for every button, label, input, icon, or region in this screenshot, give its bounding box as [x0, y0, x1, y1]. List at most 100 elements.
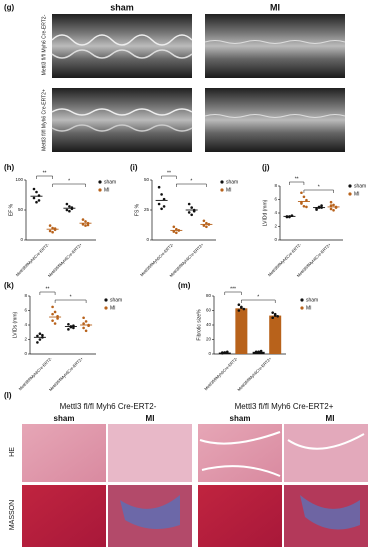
- y-tick-label: 0: [20, 237, 23, 242]
- legend-label: MI: [110, 305, 116, 311]
- data-point: [221, 351, 224, 354]
- row-label: Mettl3 fl/fl Myh6 Cre-ERT2+: [41, 89, 47, 151]
- data-point: [38, 332, 42, 336]
- data-point: [226, 350, 229, 354]
- data-point: [32, 196, 36, 200]
- data-point: [36, 341, 39, 344]
- panel-label: (m): [178, 281, 191, 290]
- data-point: [68, 205, 71, 208]
- data-point: [84, 224, 87, 227]
- data-point: [157, 185, 161, 189]
- panel-label: (l): [4, 391, 12, 400]
- data-point: [53, 227, 57, 230]
- x-tick-label: Mettl3fl/flMyh6Cre-ERT2+: [168, 241, 205, 278]
- y-axis-label: Fibrotic size%: [196, 309, 202, 341]
- panel-label: (k): [4, 281, 14, 290]
- data-point: [48, 224, 52, 227]
- data-point: [81, 223, 85, 226]
- panel-label: (g): [4, 3, 15, 12]
- col-label: MI: [146, 414, 155, 423]
- legend-label: MI: [306, 305, 312, 311]
- data-point: [67, 328, 70, 331]
- y-axis-label: LVIDd (mm): [262, 199, 268, 226]
- data-point: [329, 207, 333, 211]
- data-point: [35, 200, 38, 204]
- data-point: [329, 200, 333, 204]
- y-tick-label: 2: [274, 224, 277, 229]
- panel-label: (i): [130, 163, 138, 172]
- significance-bracket: [224, 291, 242, 295]
- data-point: [240, 306, 243, 309]
- data-point: [290, 214, 294, 217]
- data-point: [84, 329, 88, 333]
- data-point: [254, 350, 258, 354]
- data-point: [175, 231, 178, 235]
- y-tick-label: 0: [24, 351, 27, 356]
- data-point: [202, 224, 206, 227]
- data-point: [172, 225, 176, 229]
- data-point: [305, 205, 308, 209]
- significance-label: *: [318, 184, 320, 190]
- y-tick-label: 4: [274, 210, 277, 215]
- data-point: [160, 207, 163, 211]
- data-point: [207, 223, 211, 226]
- data-point: [82, 316, 85, 320]
- data-point: [334, 206, 338, 209]
- legend-marker: [220, 180, 224, 184]
- data-point: [190, 206, 193, 209]
- legend-marker: [348, 192, 352, 196]
- data-point: [271, 316, 275, 320]
- y-tick-label: 4: [24, 322, 27, 327]
- data-point: [190, 213, 193, 217]
- data-point: [51, 319, 54, 322]
- histology-images: [22, 424, 368, 547]
- data-point: [205, 221, 208, 225]
- x-tick-label: Mettl3fl/flMyh6Cre-ERT2+: [236, 355, 273, 392]
- data-point: [41, 333, 44, 337]
- data-point: [48, 229, 52, 233]
- row-label: Mettl3 fl/fl Myh6 Cre-ERT2-: [41, 14, 47, 75]
- significance-label: *: [190, 178, 192, 184]
- y-axis-label: LVIDs (mm): [12, 312, 18, 339]
- data-point: [300, 191, 303, 195]
- row-label: MASSON: [9, 500, 16, 530]
- legend-marker: [348, 184, 352, 188]
- data-point: [68, 209, 71, 213]
- data-point: [72, 324, 75, 328]
- y-tick-label: 8: [274, 183, 277, 188]
- y-tick-label: 50: [144, 177, 150, 182]
- data-point: [302, 195, 306, 199]
- data-point: [37, 199, 41, 202]
- x-tick-label: Mettl3fl/flMyh6Cre-ERT2+: [47, 241, 84, 278]
- significance-bracket: [39, 291, 56, 295]
- data-point: [288, 215, 291, 219]
- data-point: [276, 315, 280, 318]
- legend-marker: [104, 298, 108, 302]
- legend-label: sham: [354, 183, 366, 189]
- legend-label: sham: [110, 297, 122, 303]
- data-point: [177, 229, 181, 232]
- data-point: [69, 325, 73, 328]
- data-point: [317, 205, 321, 209]
- legend-label: sham: [306, 297, 318, 303]
- data-point: [285, 215, 289, 218]
- data-point: [53, 322, 57, 325]
- significance-bracket: [303, 189, 334, 193]
- legend-marker: [300, 298, 304, 302]
- data-point: [84, 320, 88, 323]
- legend-marker: [220, 188, 224, 192]
- significance-bracket: [54, 299, 87, 303]
- y-tick-label: 6: [274, 197, 277, 202]
- data-point: [320, 204, 323, 207]
- data-point: [157, 202, 161, 206]
- panel-label: (j): [262, 163, 270, 172]
- y-tick-label: 50: [18, 207, 24, 212]
- significance-label: **: [43, 170, 47, 176]
- data-point: [205, 225, 208, 229]
- data-point: [237, 309, 241, 312]
- legend-marker: [98, 188, 102, 192]
- data-point: [259, 349, 263, 353]
- data-point: [315, 206, 318, 210]
- data-point: [332, 209, 335, 212]
- x-tick-label: Mettl3fl/flMyh6Cre-ERT2-: [203, 355, 239, 391]
